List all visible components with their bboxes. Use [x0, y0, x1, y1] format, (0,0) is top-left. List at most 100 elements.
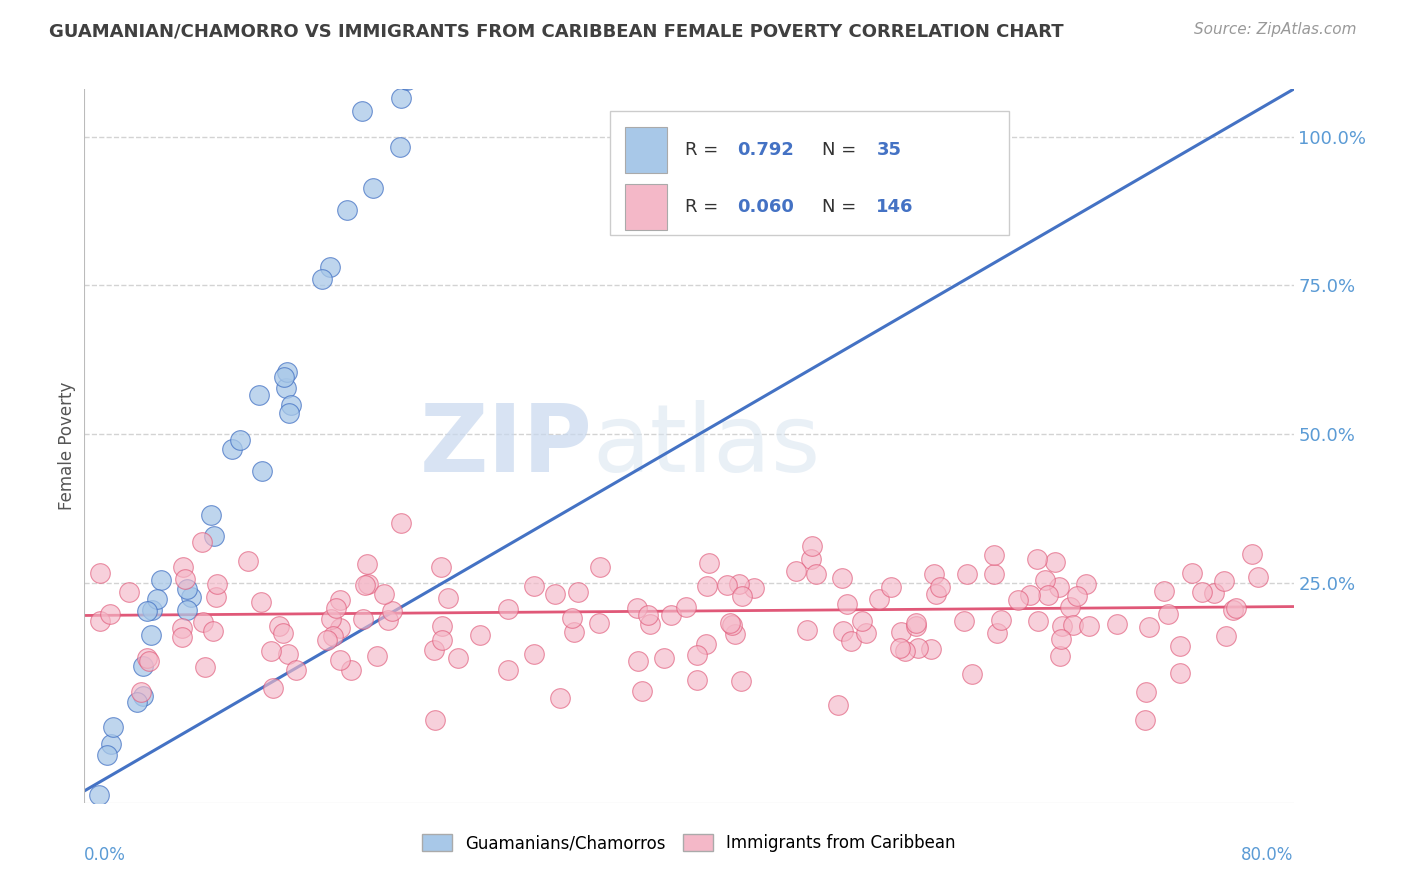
Text: GUAMANIAN/CHAMORRO VS IMMIGRANTS FROM CARIBBEAN FEMALE POVERTY CORRELATION CHART: GUAMANIAN/CHAMORRO VS IMMIGRANTS FROM CA…	[49, 22, 1064, 40]
Point	[832, 624, 855, 638]
Text: R =: R =	[685, 141, 724, 159]
Point	[269, 619, 291, 633]
Point	[890, 624, 912, 639]
Point	[879, 580, 901, 594]
Point	[1168, 666, 1191, 681]
Point	[221, 442, 243, 456]
Text: R =: R =	[685, 198, 724, 216]
Point	[925, 587, 948, 601]
Point	[626, 600, 648, 615]
Text: 0.792: 0.792	[737, 141, 794, 159]
Point	[1078, 619, 1101, 633]
Point	[1133, 713, 1156, 727]
Point	[562, 625, 585, 640]
Text: 80.0%: 80.0%	[1241, 846, 1294, 863]
Text: Source: ZipAtlas.com: Source: ZipAtlas.com	[1194, 22, 1357, 37]
Point	[1049, 632, 1071, 647]
Point	[141, 603, 163, 617]
Point	[827, 698, 849, 713]
Point	[686, 673, 709, 687]
Point	[356, 557, 378, 571]
Point	[149, 573, 172, 587]
Point	[429, 560, 451, 574]
Point	[696, 579, 718, 593]
Point	[1156, 607, 1178, 621]
Point	[89, 566, 111, 581]
Point	[1241, 547, 1264, 561]
Point	[247, 388, 270, 402]
Point	[720, 617, 742, 632]
Point	[724, 627, 747, 641]
Point	[430, 633, 453, 648]
Point	[796, 624, 818, 638]
Point	[716, 577, 738, 591]
Point	[135, 650, 157, 665]
Point	[100, 607, 122, 621]
Point	[280, 398, 302, 412]
Point	[956, 566, 979, 581]
Point	[389, 516, 412, 531]
Point	[229, 433, 252, 447]
Point	[1018, 588, 1040, 602]
Point	[87, 788, 110, 802]
Point	[631, 684, 654, 698]
Point	[904, 619, 927, 633]
Text: 0.0%: 0.0%	[84, 846, 127, 863]
Point	[548, 690, 571, 705]
Point	[561, 611, 583, 625]
Point	[437, 591, 460, 606]
Point	[129, 685, 152, 699]
Point	[325, 600, 347, 615]
Point	[1026, 551, 1049, 566]
Point	[273, 370, 295, 384]
Point	[470, 628, 492, 642]
Point	[589, 559, 612, 574]
Point	[685, 648, 707, 662]
Point	[1066, 589, 1088, 603]
Point	[366, 649, 388, 664]
Point	[194, 660, 217, 674]
Point	[1247, 570, 1270, 584]
Point	[731, 589, 754, 603]
Point	[785, 564, 807, 578]
Point	[202, 529, 225, 543]
Point	[1212, 574, 1234, 588]
Point	[800, 551, 823, 566]
Point	[1135, 685, 1157, 699]
Point	[567, 585, 589, 599]
Point	[190, 535, 212, 549]
Point	[170, 630, 193, 644]
Point	[1074, 577, 1097, 591]
Point	[990, 613, 1012, 627]
Point	[1049, 648, 1071, 663]
Point	[588, 616, 610, 631]
Point	[953, 614, 976, 628]
Point	[329, 592, 352, 607]
Point	[1036, 588, 1059, 602]
Point	[920, 641, 942, 656]
FancyBboxPatch shape	[624, 127, 668, 173]
Point	[837, 598, 859, 612]
Point	[1181, 566, 1204, 580]
Text: ZIP: ZIP	[419, 400, 592, 492]
Point	[638, 617, 661, 632]
Point	[271, 626, 294, 640]
Point	[659, 608, 682, 623]
Point	[356, 577, 378, 591]
Point	[278, 407, 301, 421]
Point	[311, 272, 333, 286]
Text: N =: N =	[823, 141, 862, 159]
Point	[89, 614, 111, 628]
Point	[907, 640, 929, 655]
Point	[1047, 580, 1070, 594]
Point	[353, 577, 375, 591]
Point	[352, 612, 374, 626]
Point	[831, 571, 853, 585]
Point	[262, 681, 284, 695]
Point	[1059, 599, 1081, 614]
Point	[1168, 639, 1191, 653]
Point	[202, 624, 225, 639]
Point	[718, 616, 741, 631]
Point	[1153, 584, 1175, 599]
Point	[929, 580, 952, 594]
